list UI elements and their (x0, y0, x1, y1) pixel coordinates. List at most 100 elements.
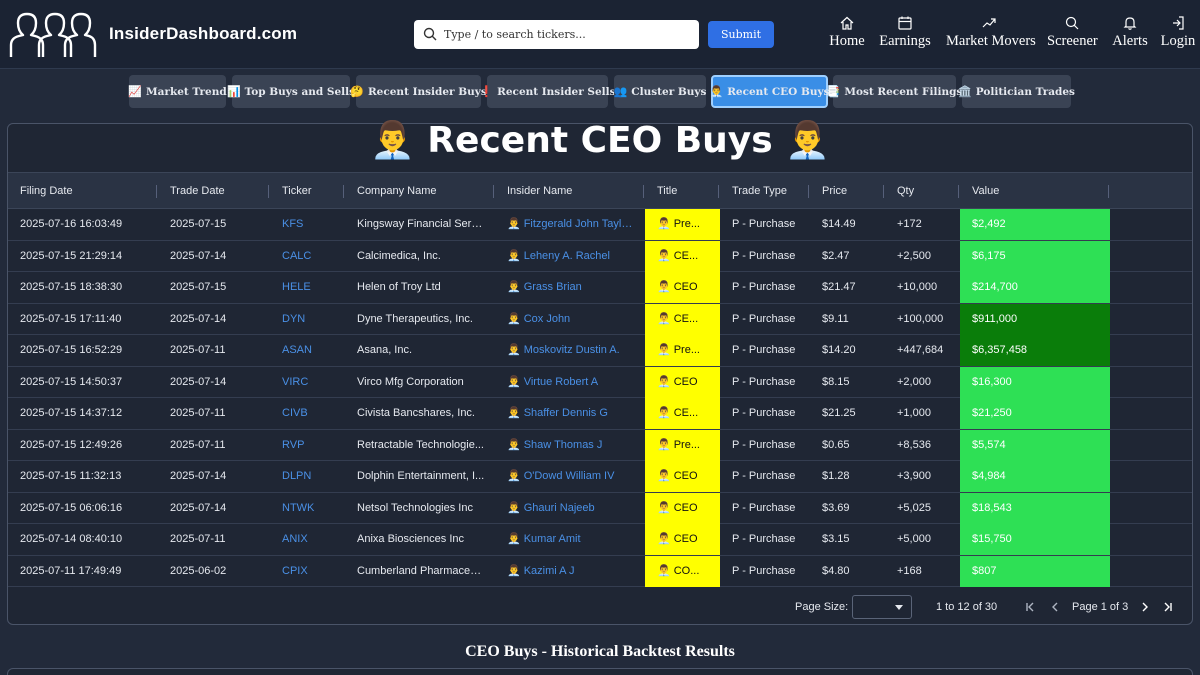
cell-ticker-text[interactable]: ASAN (282, 344, 312, 356)
cell-insider-name-text[interactable]: Fitzgerald John Taylo... (523, 218, 635, 230)
cell-insider-name-text[interactable]: Kazimi A J (523, 564, 575, 577)
cell-insider-name[interactable]: 👨‍💼 Fitzgerald John Taylo... (507, 209, 635, 240)
table-row[interactable]: 2025-07-15 14:50:37 2025-07-14 VIRC Virco M… (8, 366, 1192, 398)
table-row[interactable]: 2025-07-15 06:06:16 2025-07-14 NTWK Netsol … (8, 492, 1192, 524)
tab-cluster-buys[interactable]: 👥 Cluster Buys (614, 75, 706, 108)
cell-ticker[interactable]: HELE (282, 272, 337, 303)
cell-insider-name[interactable]: 👨‍💼 Shaffer Dennis G (507, 398, 635, 429)
tab-recent-insider-sells[interactable]: ❗ Recent Insider Sells (479, 75, 616, 108)
cell-ticker-text[interactable]: DLPN (282, 470, 312, 482)
cell-insider-name[interactable]: 👨‍💼 Cox John (507, 304, 635, 335)
tab-recent-ceo-buys[interactable]: 👨‍💼 Recent CEO Buys (710, 75, 830, 108)
next-page-icon[interactable] (1138, 600, 1152, 614)
col-separator[interactable] (268, 185, 269, 198)
cell-insider-name[interactable]: 👨‍💼 Moskovitz Dustin A. (507, 335, 635, 366)
col-separator[interactable] (958, 185, 959, 198)
cell-ticker[interactable]: ANIX (282, 524, 337, 555)
col-separator[interactable] (343, 185, 344, 198)
table-row[interactable]: 2025-07-16 16:03:49 2025-07-15 KFS Kingsway… (8, 209, 1192, 241)
tab-most-recent-filings[interactable]: 📑 Most Recent Filings (827, 75, 962, 108)
cell-insider-name[interactable]: 👨‍💼 Shaw Thomas J (507, 430, 635, 461)
cell-ticker-text[interactable]: RVP (282, 438, 305, 451)
col-trade-type[interactable]: Trade Type (732, 185, 788, 197)
col-value[interactable]: Value (972, 185, 1000, 197)
col-company-name[interactable]: Company Name (357, 185, 437, 197)
col-separator[interactable] (808, 185, 809, 198)
col-qty[interactable]: Qty (897, 185, 915, 197)
nav-earnings[interactable]: Earnings (879, 15, 931, 55)
brand-name[interactable]: InsiderDashboard.com (109, 24, 298, 43)
submit-button[interactable]: Submit (708, 21, 774, 48)
cell-insider-name[interactable]: 👨‍💼 Ghauri Najeeb (507, 493, 635, 524)
page-size-select[interactable] (852, 595, 912, 619)
cell-ticker-text[interactable]: DYN (282, 312, 306, 325)
table-row[interactable]: 2025-07-15 14:37:12 2025-07-11 CIVB Civista… (8, 398, 1192, 430)
tab-market-trend[interactable]: 📈 Market Trend (128, 75, 227, 108)
cell-ticker-text[interactable]: KFS (282, 218, 304, 230)
col-insider-name[interactable]: Insider Name (507, 185, 573, 197)
cell-ticker-text[interactable]: CIVB (282, 407, 308, 419)
cell-insider-name[interactable]: 👨‍💼 Virtue Robert A (507, 367, 635, 398)
cell-insider-name-text[interactable]: Leheny A. Rachel (523, 249, 610, 262)
tab-politician-trades[interactable]: 🏛️ Politician Trades (958, 75, 1075, 108)
cell-ticker-text[interactable]: ANIX (282, 533, 308, 545)
cell-insider-name-text[interactable]: O'Dowd William IV (523, 470, 615, 482)
cell-ticker[interactable]: DYN (282, 304, 337, 335)
cell-insider-name[interactable]: 👨‍💼 Kazimi A J (507, 556, 635, 587)
cell-insider-name-text[interactable]: Cox John (523, 312, 571, 325)
table-row[interactable]: 2025-07-11 17:49:49 2025-06-02 CPIX Cumberl… (8, 555, 1192, 587)
col-separator[interactable] (493, 185, 494, 198)
cell-ticker-text[interactable]: VIRC (282, 375, 309, 388)
col-ticker[interactable]: Ticker (282, 185, 312, 197)
col-separator[interactable] (718, 185, 719, 198)
col-separator[interactable] (643, 185, 644, 198)
cell-ticker[interactable]: DLPN (282, 461, 337, 492)
table-row[interactable]: 2025-07-15 12:49:26 2025-07-11 RVP Retracta… (8, 429, 1192, 461)
cell-ticker[interactable]: ASAN (282, 335, 337, 366)
col-separator[interactable] (1108, 185, 1109, 198)
table-row[interactable]: 2025-07-15 18:38:30 2025-07-15 HELE Helen o… (8, 272, 1192, 304)
cell-ticker-text[interactable]: CPIX (282, 564, 308, 577)
cell-ticker[interactable]: NTWK (282, 493, 337, 524)
tab-recent-insider-buys[interactable]: 🤔 Recent Insider Buys (350, 75, 487, 108)
cell-ticker-text[interactable]: HELE (282, 281, 311, 293)
nav-login[interactable]: Login (1160, 15, 1196, 55)
nav-screener[interactable]: Screener (1047, 15, 1098, 55)
cell-insider-name-text[interactable]: Kumar Amit (523, 533, 581, 545)
logo-people-icon[interactable] (9, 12, 97, 58)
search-input[interactable] (444, 24, 692, 45)
prev-page-icon[interactable] (1048, 600, 1062, 614)
col-price[interactable]: Price (822, 185, 848, 197)
table-row[interactable]: 2025-07-15 11:32:13 2025-07-14 DLPN Dolphin… (8, 461, 1192, 493)
col-separator[interactable] (883, 185, 884, 198)
table-row[interactable]: 2025-07-15 17:11:40 2025-07-14 DYN Dyne The… (8, 303, 1192, 335)
col-filing-date[interactable]: Filing Date (20, 185, 73, 197)
nav-market-movers[interactable]: Market Movers (946, 15, 1036, 55)
nav-home[interactable]: Home (829, 15, 865, 55)
cell-insider-name-text[interactable]: Ghauri Najeeb (523, 501, 595, 514)
cell-ticker-text[interactable]: NTWK (282, 501, 315, 514)
col-separator[interactable] (156, 185, 157, 198)
cell-insider-name[interactable]: 👨‍💼 Leheny A. Rachel (507, 241, 635, 272)
col-trade-date[interactable]: Trade Date (170, 185, 225, 197)
table-row[interactable]: 2025-07-15 21:29:14 2025-07-14 CALC Calcime… (8, 240, 1192, 272)
cell-insider-name-text[interactable]: Shaffer Dennis G (523, 407, 608, 419)
cell-ticker[interactable]: CPIX (282, 556, 337, 587)
cell-insider-name[interactable]: 👨‍💼 Kumar Amit (507, 524, 635, 555)
cell-insider-name-text[interactable]: Shaw Thomas J (523, 438, 603, 451)
table-row[interactable]: 2025-07-15 16:52:29 2025-07-11 ASAN Asana, … (8, 335, 1192, 367)
tab-top-buys-sells[interactable]: 📊 Top Buys and Sells (227, 75, 355, 108)
last-page-icon[interactable] (1161, 600, 1175, 614)
first-page-icon[interactable] (1023, 600, 1037, 614)
cell-insider-name[interactable]: 👨‍💼 Grass Brian (507, 272, 635, 303)
cell-ticker-text[interactable]: CALC (282, 249, 312, 262)
cell-insider-name-text[interactable]: Grass Brian (523, 281, 582, 293)
cell-ticker[interactable]: CIVB (282, 398, 337, 429)
cell-ticker[interactable]: RVP (282, 430, 337, 461)
cell-ticker[interactable]: VIRC (282, 367, 337, 398)
cell-ticker[interactable]: CALC (282, 241, 337, 272)
nav-alerts[interactable]: Alerts (1112, 15, 1148, 55)
cell-insider-name[interactable]: 👨‍💼 O'Dowd William IV (507, 461, 635, 492)
table-row[interactable]: 2025-07-14 08:40:10 2025-07-11 ANIX Anixa B… (8, 524, 1192, 556)
col-title[interactable]: Title (657, 185, 678, 197)
